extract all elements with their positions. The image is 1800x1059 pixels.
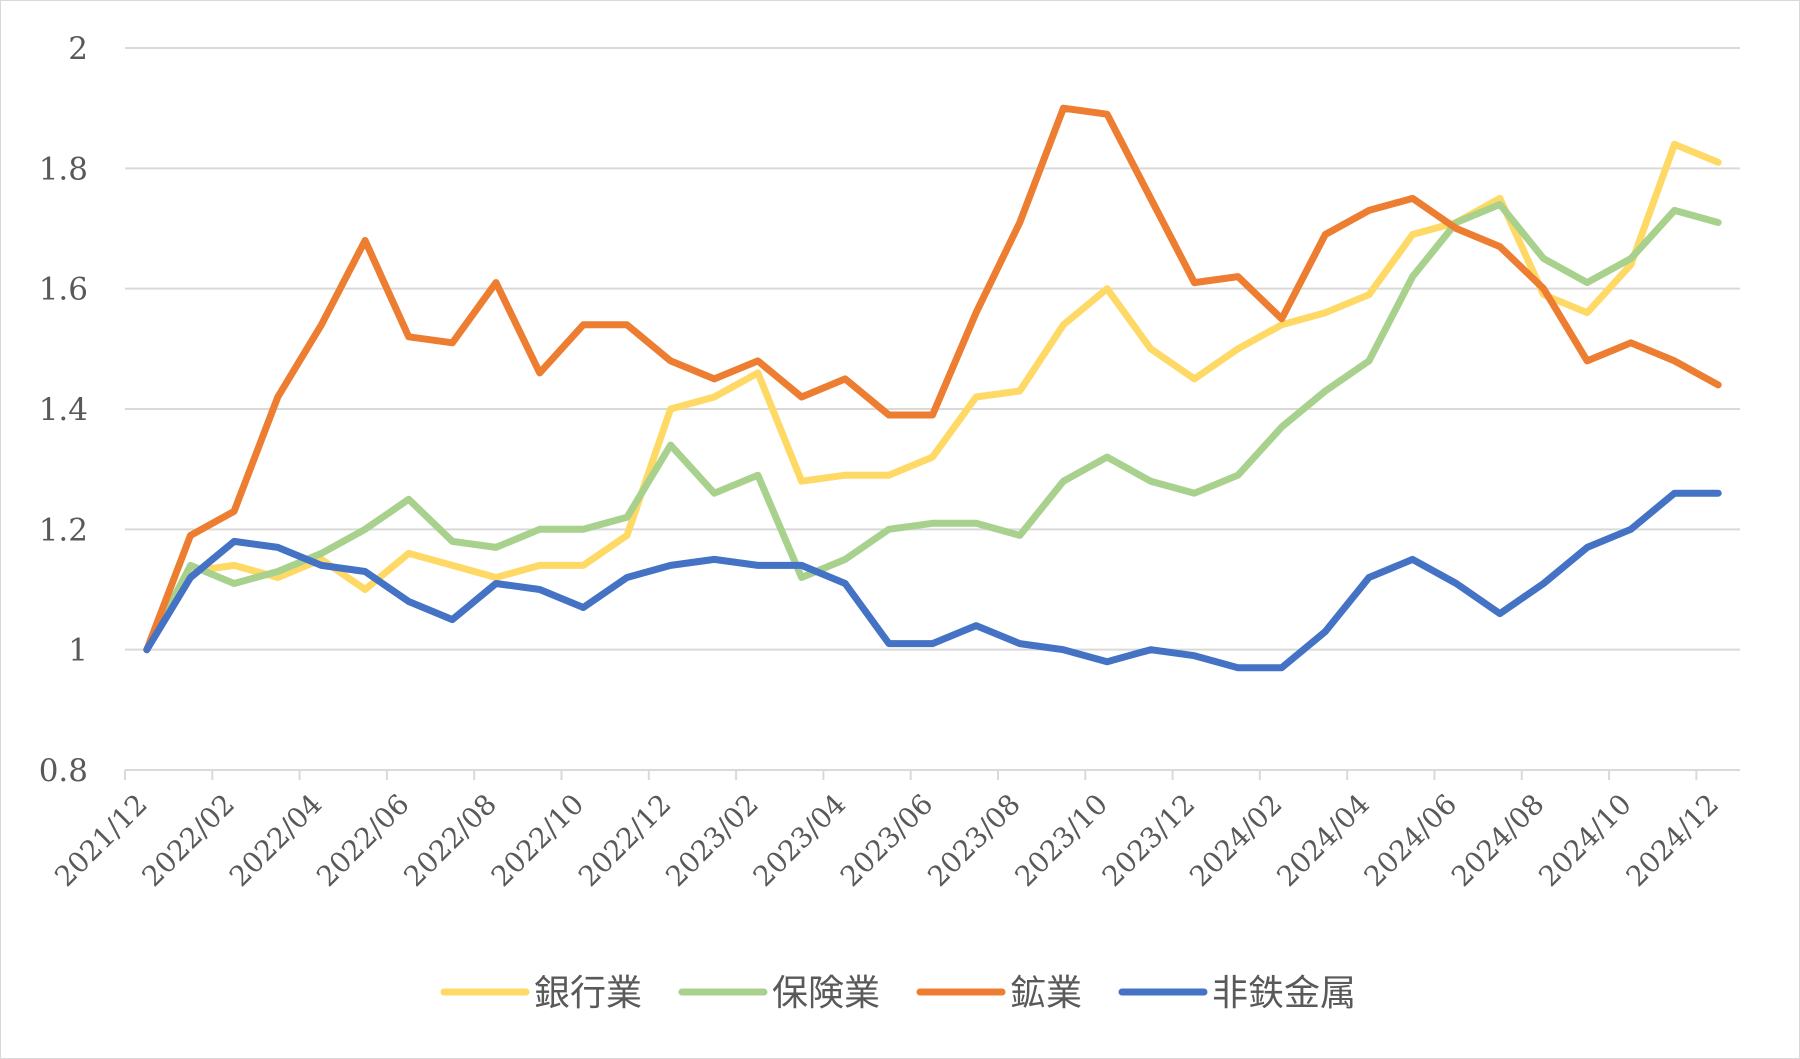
y-axis-ticks: 0.8 1 1.2 1.4 1.6 1.8 2 — [39, 31, 88, 789]
legend-item-3: 非鉄金属 — [1118, 973, 1356, 1014]
series-lines — [143, 104, 1722, 672]
x-tick-label: 2024/02 — [1183, 787, 1289, 893]
gridlines — [125, 47, 1740, 771]
legend-item-0: 銀行業 — [440, 973, 642, 1014]
x-tick-label: 2022/08 — [397, 787, 503, 893]
legend-label: 銀行業 — [534, 973, 642, 1014]
x-tick-label: 2024/04 — [1270, 787, 1376, 893]
series-line-2 — [143, 104, 1722, 654]
y-tick-label: 1.2 — [39, 512, 88, 548]
series-line-0 — [143, 140, 1722, 654]
x-tick-label: 2023/12 — [1096, 787, 1202, 893]
series-line-1 — [143, 200, 1722, 654]
legend: 銀行業 保険業 鉱業 非鉄金属 — [440, 973, 1356, 1014]
legend-label: 非鉄金属 — [1212, 973, 1356, 1014]
x-tick-label: 2022/06 — [310, 787, 416, 893]
y-tick-label: 1.4 — [39, 392, 88, 428]
x-tick-label: 2024/12 — [1620, 787, 1726, 893]
x-tick-label: 2023/06 — [834, 787, 940, 893]
x-tick-label: 2023/02 — [659, 787, 765, 893]
y-tick-label: 0.8 — [39, 753, 88, 789]
x-tick-label: 2023/08 — [921, 787, 1027, 893]
x-tick-label: 2022/02 — [136, 787, 242, 893]
legend-label: 鉱業 — [1010, 973, 1082, 1014]
series-line-3 — [143, 489, 1722, 672]
x-tick-label: 2024/10 — [1532, 787, 1638, 893]
x-tick-label: 2021/12 — [48, 787, 154, 893]
y-tick-label: 2 — [68, 31, 88, 67]
x-tick-label: 2024/08 — [1445, 787, 1551, 893]
x-tick-label: 2023/04 — [747, 787, 853, 893]
y-tick-label: 1.6 — [39, 272, 88, 308]
x-tick-label: 2022/10 — [485, 787, 591, 893]
x-tick-label: 2022/12 — [572, 787, 678, 893]
y-tick-label: 1 — [68, 633, 88, 669]
legend-label: 保険業 — [772, 973, 880, 1014]
x-axis: 2021/122022/022022/042022/062022/082022/… — [48, 770, 1725, 893]
legend-item-1: 保険業 — [678, 973, 880, 1014]
legend-item-2: 鉱業 — [916, 973, 1082, 1014]
x-tick-label: 2024/06 — [1358, 787, 1464, 893]
y-tick-label: 1.8 — [39, 151, 88, 187]
x-tick-label: 2022/04 — [223, 787, 329, 893]
x-tick-label: 2023/10 — [1008, 787, 1114, 893]
